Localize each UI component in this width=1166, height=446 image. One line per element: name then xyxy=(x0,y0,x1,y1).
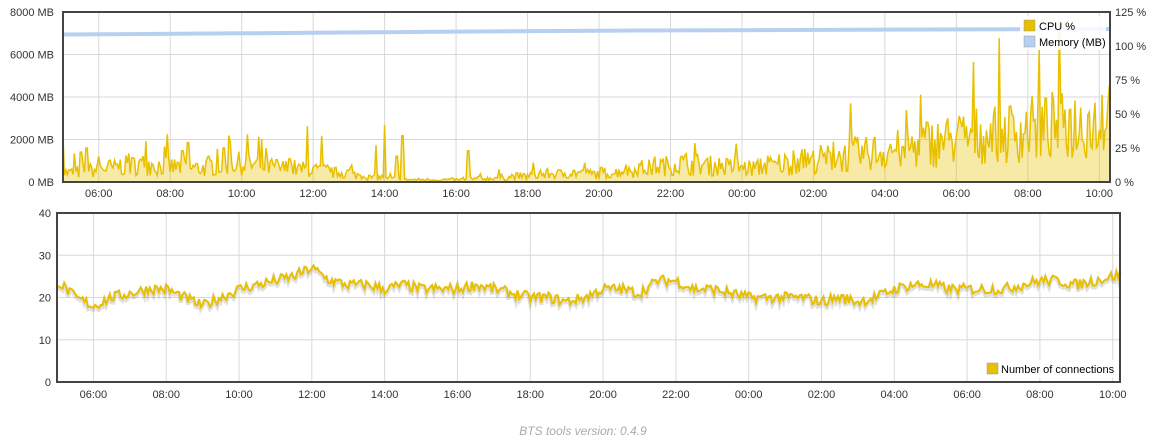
top-y-left-tick-label: 4000 MB xyxy=(10,92,54,104)
bottom-x-tick-label: 06:00 xyxy=(80,389,108,401)
legend-label: CPU % xyxy=(1039,21,1075,33)
top-chart-x-ticks: 06:00 08:00 10:00 12:00 14:00 16:00 18:00 20:00… xyxy=(85,188,1113,200)
top-y-left-tick-label: 2000 MB xyxy=(10,135,54,147)
cpu-area xyxy=(63,20,1110,182)
top-x-tick-label: 16:00 xyxy=(442,188,470,200)
memory-series xyxy=(62,27,1111,37)
top-x-tick-label: 18:00 xyxy=(514,188,542,200)
bottom-x-tick-label: 20:00 xyxy=(589,389,617,401)
top-y-right-tick-label: 125 % xyxy=(1115,7,1146,19)
charts-canvas: 06:00 08:00 10:00 12:00 14:00 16:00 18:00 20:00… xyxy=(10,7,1146,401)
top-x-tick-label: 10:00 xyxy=(1086,188,1114,200)
top-chart-frame xyxy=(62,11,1111,183)
bottom-y-tick-label: 10 xyxy=(39,335,51,347)
top-chart-y-left-ticks: 0 MB 2000 MB 4000 MB 6000 MB 8000 MB xyxy=(10,7,54,189)
top-y-left-tick-label: 0 MB xyxy=(28,177,54,189)
legend-swatch xyxy=(986,362,999,375)
cpu-series xyxy=(62,20,1111,183)
bottom-x-tick-label: 04:00 xyxy=(881,389,909,401)
top-x-tick-label: 06:00 xyxy=(85,188,113,200)
legend-swatch xyxy=(1023,19,1036,32)
cpu-line xyxy=(62,20,1111,183)
bottom-chart-y-ticks: 0 10 20 30 40 xyxy=(39,208,51,389)
top-y-right-tick-label: 0 % xyxy=(1115,177,1134,189)
top-y-right-tick-label: 50 % xyxy=(1115,109,1140,121)
bottom-x-tick-label: 08:00 xyxy=(1026,389,1054,401)
bottom-chart-frame xyxy=(56,212,1121,383)
top-y-right-tick-label: 75 % xyxy=(1115,75,1140,87)
connections-line xyxy=(56,263,1121,310)
top-y-right-tick-label: 25 % xyxy=(1115,143,1140,155)
bottom-x-tick-label: 06:00 xyxy=(953,389,981,401)
bottom-y-tick-label: 30 xyxy=(39,250,51,262)
bottom-x-tick-label: 08:00 xyxy=(152,389,180,401)
top-x-tick-label: 08:00 xyxy=(1014,188,1042,200)
top-chart-y-right-ticks: 0 % 25 % 50 % 75 % 100 % 125 % xyxy=(1115,7,1146,189)
top-y-left-tick-label: 6000 MB xyxy=(10,50,54,62)
top-x-tick-label: 20:00 xyxy=(585,188,613,200)
legend-swatch xyxy=(1023,35,1036,48)
memory-line xyxy=(62,27,1111,37)
top-x-tick-label: 06:00 xyxy=(943,188,971,200)
bottom-x-tick-label: 10:00 xyxy=(1099,389,1127,401)
top-chart-grid xyxy=(63,11,1110,183)
top-x-tick-label: 00:00 xyxy=(728,188,756,200)
bottom-chart-x-ticks: 06:00 08:00 10:00 12:00 14:00 16:00 18:00 20:00… xyxy=(80,389,1127,401)
top-x-tick-label: 12:00 xyxy=(299,188,327,200)
connections-chart: 06:00 08:00 10:00 12:00 14:00 16:00 18:00 20:00… xyxy=(39,208,1127,401)
bottom-x-tick-label: 16:00 xyxy=(444,389,472,401)
bottom-legend-bg xyxy=(983,360,1117,378)
top-x-tick-label: 22:00 xyxy=(657,188,685,200)
bottom-x-tick-label: 14:00 xyxy=(371,389,399,401)
bottom-y-tick-label: 20 xyxy=(39,293,51,305)
bottom-x-tick-label: 18:00 xyxy=(516,389,544,401)
bottom-y-tick-label: 0 xyxy=(45,377,51,389)
bottom-x-tick-label: 00:00 xyxy=(735,389,763,401)
top-x-tick-label: 02:00 xyxy=(800,188,828,200)
bottom-x-tick-label: 02:00 xyxy=(808,389,836,401)
legend-label: Number of connections xyxy=(1001,364,1115,376)
bottom-y-tick-label: 40 xyxy=(39,208,51,220)
top-x-tick-label: 10:00 xyxy=(228,188,256,200)
bottom-x-tick-label: 22:00 xyxy=(662,389,690,401)
connections-series xyxy=(56,263,1122,315)
top-x-tick-label: 14:00 xyxy=(371,188,399,200)
top-x-tick-label: 04:00 xyxy=(871,188,899,200)
version-footer: BTS tools version: 0.4.9 xyxy=(519,424,647,438)
cpu-memory-chart: 06:00 08:00 10:00 12:00 14:00 16:00 18:00 20:00… xyxy=(10,7,1146,200)
top-y-right-tick-label: 100 % xyxy=(1115,41,1146,53)
legend-label: Memory (MB) xyxy=(1039,37,1106,49)
bottom-x-tick-label: 10:00 xyxy=(225,389,253,401)
bottom-chart-legend: Number of connections xyxy=(983,360,1117,378)
top-chart-legend: CPU % Memory (MB) xyxy=(1020,16,1106,50)
top-x-tick-label: 08:00 xyxy=(156,188,184,200)
bottom-x-tick-label: 12:00 xyxy=(298,389,326,401)
top-y-left-tick-label: 8000 MB xyxy=(10,7,54,19)
